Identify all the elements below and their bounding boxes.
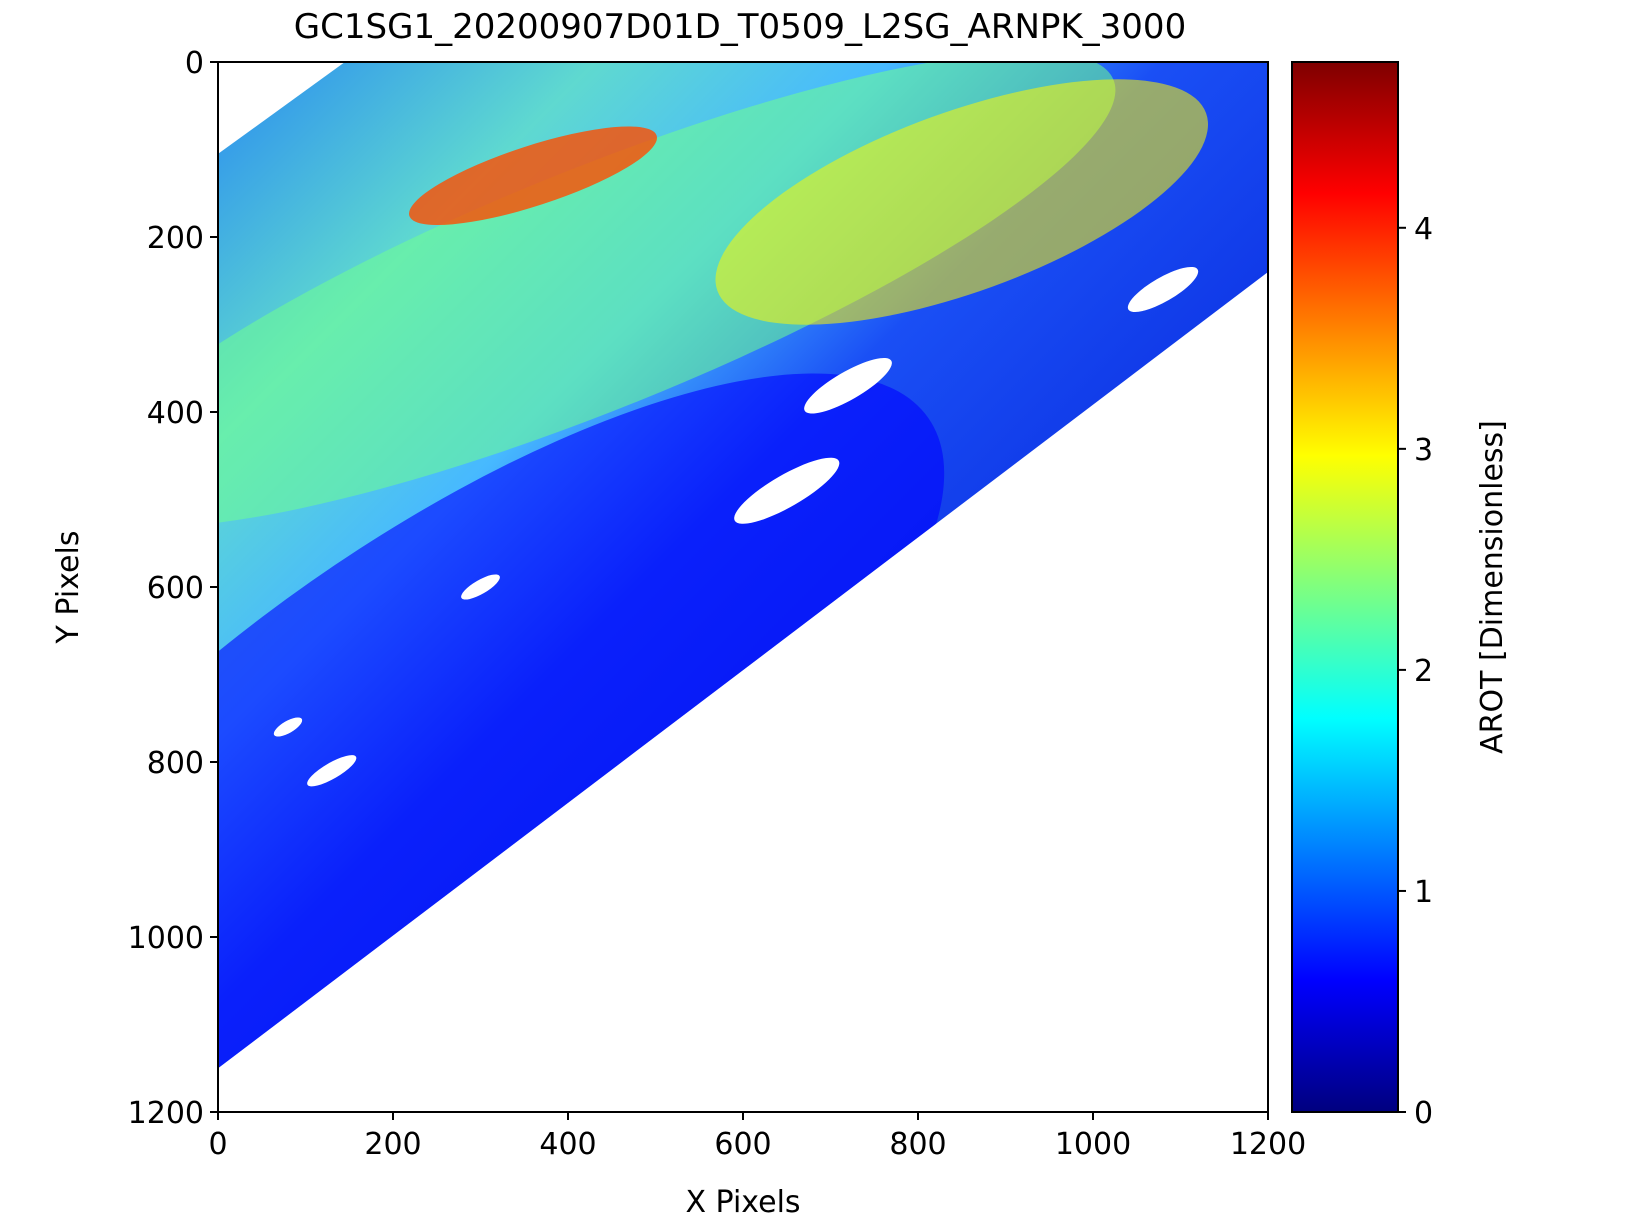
x-tick-label: 400 <box>539 1127 596 1162</box>
y-tick-label: 400 <box>147 396 204 431</box>
y-tick-label: 200 <box>147 221 204 256</box>
y-tick-label: 0 <box>185 46 204 81</box>
y-axis-label: Y Pixels <box>51 531 86 645</box>
colorbar-tick-label: 4 <box>1414 212 1433 247</box>
x-tick-label: 0 <box>208 1127 227 1162</box>
region-cloud-mask <box>461 574 500 600</box>
plot-area: 0 200 400 600 800 1000 1200 0 200 400 600 800 1000 1… <box>128 46 1307 1162</box>
region-north-haze-band <box>715 79 1209 325</box>
region-cloud-mask <box>273 717 303 737</box>
x-axis-label: X Pixels <box>685 1185 800 1220</box>
colorbar: 0 1 2 3 4 <box>1291 61 1433 1131</box>
region-dense-aerosol-plume <box>409 126 657 226</box>
x-axis: 0 200 400 600 800 1000 1200 <box>208 1112 1306 1162</box>
y-tick-label: 1000 <box>128 921 204 956</box>
colorbar-ticks: 0 1 2 3 4 <box>1398 212 1433 1131</box>
x-tick-label: 1000 <box>1055 1127 1131 1162</box>
x-tick-label: 800 <box>889 1127 946 1162</box>
region-cloud-mask <box>804 357 892 414</box>
colorbar-gradient <box>1291 61 1399 1113</box>
x-tick-label: 1200 <box>1230 1127 1306 1162</box>
region-cloud-mask <box>734 457 840 524</box>
colorbar-tick-label: 2 <box>1414 654 1433 689</box>
chart-title: GC1SG1_20200907D01D_T0509_L2SG_ARNPK_300… <box>294 7 1186 47</box>
colorbar-label: AROT [Dimensionless] <box>1475 420 1510 754</box>
colorbar-tick-label: 1 <box>1414 875 1433 910</box>
colorbar-tick-label: 0 <box>1414 1096 1433 1131</box>
x-tick-label: 600 <box>714 1127 771 1162</box>
colorbar-tick-label: 3 <box>1414 433 1433 468</box>
y-tick-label: 1200 <box>128 1096 204 1131</box>
region-cloud-mask <box>307 755 357 787</box>
y-axis: 0 200 400 600 800 1000 1200 <box>128 46 218 1131</box>
y-tick-label: 800 <box>147 746 204 781</box>
x-tick-label: 200 <box>364 1127 421 1162</box>
region-southern-clear-band <box>218 373 945 1069</box>
region-cloud-mask <box>1127 266 1199 313</box>
y-tick-label: 600 <box>147 571 204 606</box>
